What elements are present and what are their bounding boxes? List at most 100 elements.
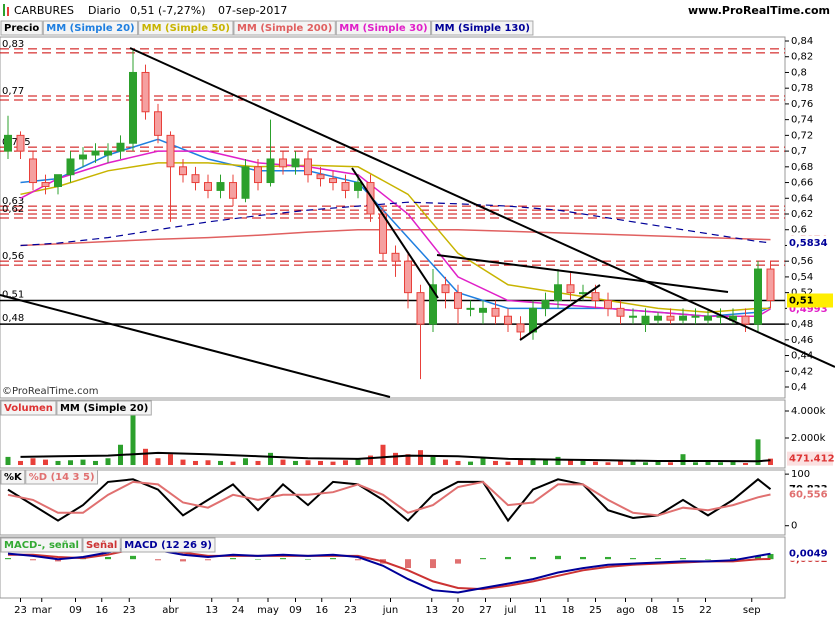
candle-body	[641, 315, 650, 325]
volume-bar	[593, 461, 598, 466]
candle-body	[604, 299, 612, 309]
histogram-bar	[130, 555, 136, 560]
candle-body	[391, 252, 400, 262]
volume-bar	[518, 459, 523, 466]
legend-item: MACD-, señal	[4, 540, 79, 551]
legend-item: %D (14 3 5)	[29, 472, 95, 483]
histogram-bar	[180, 559, 186, 562]
histogram-bar	[580, 556, 586, 560]
candle-body	[204, 182, 212, 191]
volume-bar	[430, 456, 436, 466]
candle-body	[666, 315, 675, 321]
volume-bar	[605, 462, 611, 466]
candle-body	[4, 134, 12, 152]
volume-bar	[755, 439, 761, 466]
candle-body	[229, 182, 237, 199]
volume-bar	[743, 462, 748, 466]
legend-item: MM (Simple 50)	[142, 23, 230, 34]
candle-body	[104, 150, 112, 156]
volume-bar	[293, 460, 298, 466]
header-icon	[7, 7, 9, 16]
y-tick-label: 0,62	[791, 209, 813, 220]
candle-body	[516, 323, 525, 333]
value-tag-label: 471.412	[789, 454, 835, 465]
volume-bar	[230, 461, 236, 466]
x-tick-label: abr	[162, 605, 179, 616]
candle-body	[266, 158, 275, 184]
y-tick-label: 0,4	[791, 382, 807, 393]
candle-body	[116, 142, 125, 152]
moving-average	[20, 228, 771, 247]
y-tick-label: 2.000k	[791, 433, 826, 444]
histogram-bar	[630, 558, 636, 560]
legend-item: MM (Simple 30)	[339, 23, 427, 34]
legend-box	[82, 537, 121, 553]
candle-body	[691, 315, 700, 318]
candle-body	[191, 174, 200, 184]
y-tick-label: 0,7	[791, 146, 807, 157]
trend-lines	[0, 47, 835, 398]
y-tick-label: 0,84	[791, 36, 813, 47]
volume-bar	[505, 461, 511, 466]
candle-body	[441, 284, 450, 294]
volume-bar	[218, 460, 223, 466]
histogram-bar	[55, 559, 61, 562]
y-tick-label: 0,82	[791, 52, 813, 63]
volume-bar	[43, 459, 48, 466]
histogram-bar	[480, 558, 486, 560]
candle-body	[541, 299, 550, 309]
x-tick-label: jun	[382, 605, 398, 616]
trend-line	[129, 47, 835, 368]
level-label: 0,83	[2, 39, 24, 50]
x-tick-label: 23	[344, 605, 357, 616]
volume-bar	[318, 460, 323, 466]
value-tag	[787, 546, 833, 561]
value-tag-label: 0,4993	[789, 304, 828, 315]
y-tick-label: 0,72	[791, 130, 813, 141]
volume-bar	[555, 456, 561, 466]
volume-bar	[618, 460, 623, 466]
y-tick-label: 0,66	[791, 178, 813, 189]
candle-body	[291, 158, 300, 168]
x-tick-label: 09	[289, 605, 302, 616]
candle-body	[679, 315, 687, 321]
legend-box	[0, 469, 26, 485]
candle-body	[654, 315, 662, 321]
value-tag	[787, 235, 833, 250]
volume-bar	[55, 460, 61, 466]
y-tick-label: 0,8	[791, 67, 807, 78]
candle-body	[254, 166, 262, 184]
volume-bar	[668, 462, 673, 466]
candle-body	[629, 315, 637, 318]
legend-item: %K	[4, 472, 23, 483]
histogram-bar	[705, 559, 711, 560]
histogram-bar	[730, 558, 736, 560]
value-tag	[787, 451, 833, 466]
histogram-bar	[280, 558, 286, 560]
y-tick-label: 0,74	[791, 115, 813, 126]
legend-box	[120, 537, 216, 553]
x-tick-label: 13	[425, 605, 438, 616]
moving-average	[20, 150, 771, 317]
legend-item: Volumen	[4, 403, 53, 414]
histogram-bar	[255, 559, 261, 560]
candle-body	[341, 182, 350, 191]
volume-bar	[368, 455, 373, 466]
volume-bar	[68, 460, 73, 466]
volume-bar	[305, 460, 311, 466]
volume-bar	[205, 460, 211, 466]
volume-bar	[730, 460, 736, 466]
candle-body	[16, 134, 25, 152]
level-label: 0,77	[2, 86, 24, 97]
y-tick-label: 0,56	[791, 256, 813, 267]
x-tick-label: 16	[95, 605, 108, 616]
value-tag-label: 0,5834	[789, 238, 828, 249]
y-tick-label: 100	[791, 469, 810, 480]
candle-body	[754, 268, 762, 325]
volume-bar	[30, 458, 36, 466]
histogram-bar	[680, 558, 686, 560]
candle-body	[741, 315, 750, 325]
volume-bar	[168, 454, 173, 466]
quote: 0,51 (-7,27%)	[130, 4, 206, 17]
volume-bar	[80, 459, 86, 466]
